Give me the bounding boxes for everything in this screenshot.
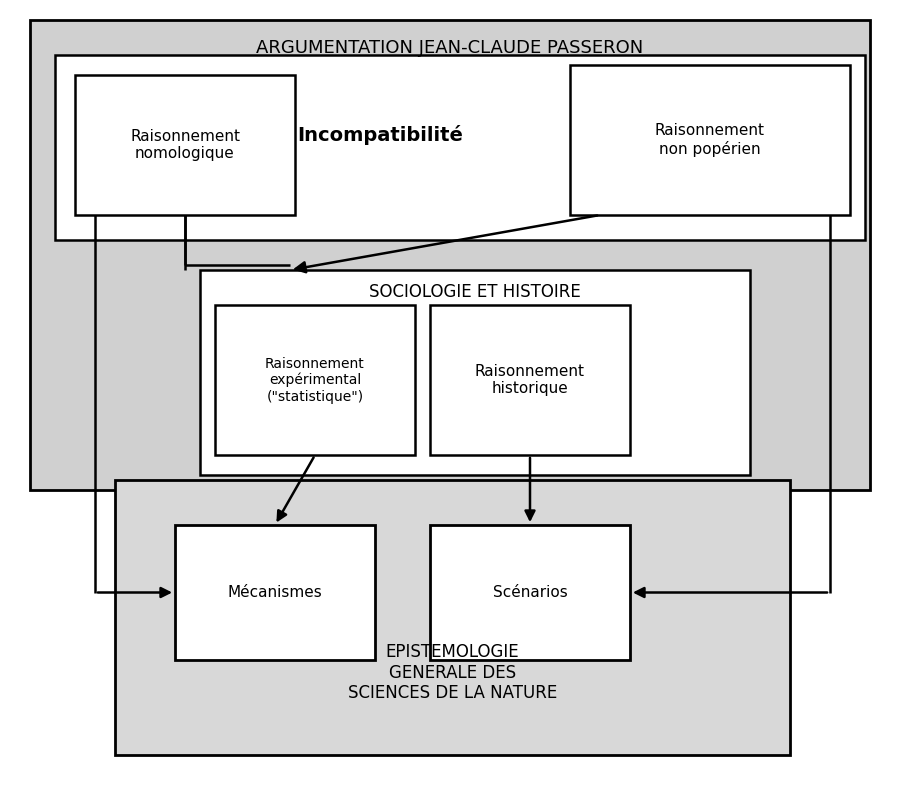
Bar bbox=[115, 480, 790, 755]
Bar bbox=[215, 305, 415, 455]
Text: Raisonnement
non popérien: Raisonnement non popérien bbox=[655, 123, 765, 156]
Text: Raisonnement
nomologique: Raisonnement nomologique bbox=[130, 129, 240, 161]
Text: Scénarios: Scénarios bbox=[493, 585, 568, 600]
Bar bbox=[30, 20, 870, 490]
Bar bbox=[430, 305, 630, 455]
Text: ARGUMENTATION JEAN-CLAUDE PASSERON: ARGUMENTATION JEAN-CLAUDE PASSERON bbox=[257, 39, 643, 57]
Bar bbox=[55, 55, 865, 240]
Bar bbox=[175, 525, 375, 660]
Text: Raisonnement
expérimental
("statistique"): Raisonnement expérimental ("statistique"… bbox=[265, 357, 365, 403]
Bar bbox=[200, 270, 750, 475]
Bar bbox=[570, 65, 850, 215]
Text: SOCIOLOGIE ET HISTOIRE: SOCIOLOGIE ET HISTOIRE bbox=[369, 283, 581, 301]
Text: Incompatibilité: Incompatibilité bbox=[297, 125, 463, 145]
Text: Mécanismes: Mécanismes bbox=[228, 585, 323, 600]
Text: Raisonnement
historique: Raisonnement historique bbox=[475, 364, 585, 396]
Bar bbox=[75, 75, 295, 215]
Text: EPISTEMOLOGIE
GENERALE DES
SCIENCES DE LA NATURE: EPISTEMOLOGIE GENERALE DES SCIENCES DE L… bbox=[348, 643, 557, 703]
Bar bbox=[430, 525, 630, 660]
